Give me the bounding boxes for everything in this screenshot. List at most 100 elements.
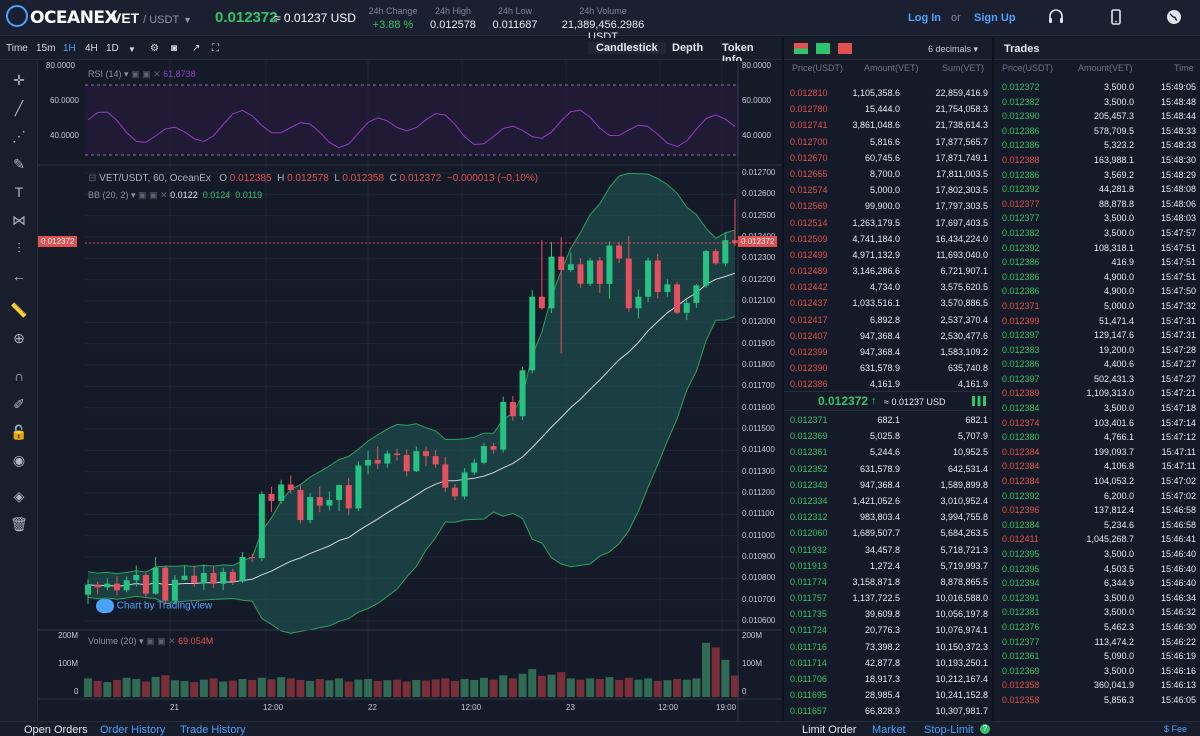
- ask-row[interactable]: 0.012399 947,368.4 1,583,109.2: [784, 344, 992, 360]
- ask-row[interactable]: 0.012437 1,033,516.1 3,570,886.5: [784, 295, 992, 311]
- tab-order-history[interactable]: Order History: [100, 724, 166, 736]
- mobile-icon[interactable]: [1106, 8, 1126, 28]
- ask-row[interactable]: 0.012670 60,745.6 17,871,749.1: [784, 150, 992, 166]
- brand-logo[interactable]: OCEANEX: [6, 5, 118, 29]
- ask-row[interactable]: 0.012417 6,892.8 2,537,370.4: [784, 312, 992, 328]
- price: 0.011932: [790, 544, 827, 555]
- tab-open-orders[interactable]: Open Orders: [24, 724, 88, 736]
- book-bids-icon[interactable]: [816, 43, 830, 54]
- lock-icon[interactable]: 🔓: [10, 424, 28, 440]
- gear-icon[interactable]: ⚙: [150, 43, 159, 54]
- bid-row[interactable]: 0.011932 34,457.8 5,718,721.3: [784, 542, 992, 558]
- ask-row[interactable]: 0.012780 15,444.0 21,754,058.3: [784, 101, 992, 117]
- pair-selector[interactable]: VET / USDT ▼: [112, 10, 192, 26]
- trend-line-icon[interactable]: ╱: [14, 100, 24, 116]
- ask-row[interactable]: 0.012509 4,741,184.0 16,434,224.0: [784, 231, 992, 247]
- tab-candlestick[interactable]: Candlestick: [588, 42, 666, 54]
- tradingview-watermark[interactable]: Chart by TradingView: [96, 599, 212, 613]
- pattern-icon[interactable]: ⋈: [12, 212, 26, 228]
- trade-price: 0.012381: [1002, 607, 1040, 618]
- bid-row[interactable]: 0.012060 1,689,507.7 5,684,263.5: [784, 525, 992, 541]
- tab-stop-limit[interactable]: Stop-Limit: [924, 724, 974, 736]
- book-both-icon[interactable]: [794, 43, 808, 54]
- bid-row[interactable]: 0.012343 947,368.4 1,589,899.8: [784, 477, 992, 493]
- bid-row[interactable]: 0.011714 42,877.8 10,193,250.1: [784, 655, 992, 671]
- compare-icon[interactable]: ↗: [192, 43, 201, 54]
- time-axis[interactable]: 21 12:00 22 12:00 23 12:00 19:00: [38, 703, 782, 717]
- timeframe-time[interactable]: Time: [6, 43, 28, 54]
- price: 0.012386: [790, 379, 828, 390]
- fee-link[interactable]: $ Fee: [1164, 724, 1187, 734]
- signup-link[interactable]: Sign Up: [974, 12, 1016, 24]
- help-icon[interactable]: ?: [980, 724, 990, 734]
- bid-row[interactable]: 0.011724 20,776.3 10,076,974.1: [784, 622, 992, 638]
- decimals-select[interactable]: 6 decimals ▾: [928, 44, 978, 55]
- tab-limit-order[interactable]: Limit Order: [802, 724, 857, 736]
- candle-body: [683, 302, 690, 313]
- price-chart[interactable]: RSI (14) ▾ ▣ ▣ ✕ 61.8738 ⊟ VET/USDT, 60,…: [38, 61, 782, 721]
- ask-row[interactable]: 0.012442 4,734.0 3,575,620.5: [784, 279, 992, 295]
- fib-icon[interactable]: ⋰: [12, 128, 26, 144]
- tab-trade-history[interactable]: Trade History: [180, 724, 246, 736]
- bid-row[interactable]: 0.012312 983,803.4 3,994,755.8: [784, 509, 992, 525]
- crosshair-icon[interactable]: ✛: [13, 72, 25, 88]
- ask-row[interactable]: 0.012489 3,146,286.6 6,721,907.1: [784, 263, 992, 279]
- bid-row[interactable]: 0.011757 1,137,722.5 10,016,588.0: [784, 590, 992, 606]
- collapse-icon[interactable]: ⊟: [88, 173, 97, 184]
- timeframe-15m[interactable]: 15m: [36, 43, 56, 54]
- timeframe-1d[interactable]: 1D: [106, 43, 119, 54]
- bid-row[interactable]: 0.012371 682.1 682.1: [784, 412, 992, 428]
- headset-icon[interactable]: [1046, 8, 1066, 28]
- magnet-icon[interactable]: ∩: [13, 368, 25, 384]
- book-asks-icon[interactable]: [838, 43, 852, 54]
- ask-row[interactable]: 0.012655 8,700.0 17,811,003.5: [784, 166, 992, 182]
- chevron-down-icon[interactable]: ▾: [139, 636, 144, 646]
- text-icon[interactable]: T: [14, 184, 24, 200]
- bid-row[interactable]: 0.012334 1,421,052.6 3,010,952.4: [784, 493, 992, 509]
- zoom-icon[interactable]: ⊕: [13, 330, 25, 346]
- chevron-down-icon[interactable]: ▾: [131, 190, 136, 200]
- bid-row[interactable]: 0.011913 1,272.4 5,719,993.7: [784, 558, 992, 574]
- bid-row[interactable]: 0.011657 66,828.9 10,307,981.7: [784, 703, 992, 719]
- eye-icon[interactable]: ◉: [12, 452, 26, 468]
- bid-row[interactable]: 0.011774 3,158,871.8 8,878,865.5: [784, 574, 992, 590]
- ask-row[interactable]: 0.012700 5,816.6 17,877,565.7: [784, 134, 992, 150]
- settings-icon[interactable]: ▣ ▣ ✕: [146, 636, 176, 646]
- ask-row[interactable]: 0.012386 4,161.9 4,161.9: [784, 376, 992, 392]
- ask-row[interactable]: 0.012390 631,578.9 635,740.8: [784, 360, 992, 376]
- ask-row[interactable]: 0.012407 947,368.4 2,530,477.6: [784, 328, 992, 344]
- camera-icon[interactable]: ◙: [171, 43, 178, 54]
- ask-row[interactable]: 0.012810 1,105,358.6 22,859,416.9: [784, 85, 992, 101]
- chevron-down-icon[interactable]: ▾: [124, 69, 129, 79]
- timeframe-1h[interactable]: 1H: [63, 43, 76, 54]
- bid-row[interactable]: 0.011716 73,398.2 10,150,372.3: [784, 639, 992, 655]
- ask-row[interactable]: 0.012574 5,000.0 17,802,303.5: [784, 182, 992, 198]
- login-link[interactable]: Log In: [908, 12, 941, 24]
- chevron-down-icon[interactable]: ▼: [128, 45, 136, 54]
- bid-row[interactable]: 0.012361 5,244.6 10,952.5: [784, 444, 992, 460]
- tab-depth[interactable]: Depth: [672, 42, 704, 54]
- lock-drawing-icon[interactable]: ✐: [13, 396, 25, 412]
- settings-icon[interactable]: ▣ ▣ ✕: [131, 69, 161, 79]
- layers-icon[interactable]: ◈: [13, 488, 25, 504]
- bid-row[interactable]: 0.011735 39,609.8 10,056,197.8: [784, 606, 992, 622]
- ask-row[interactable]: 0.012514 1,263,179.5 17,697,403.5: [784, 215, 992, 231]
- globe-icon[interactable]: [1164, 8, 1184, 28]
- ask-row[interactable]: 0.012569 99,900.0 17,797,303.5: [784, 198, 992, 214]
- brush-icon[interactable]: ✎: [13, 156, 25, 172]
- trash-icon[interactable]: 🗑: [10, 516, 28, 532]
- settings-icon[interactable]: ▣ ▣ ✕: [138, 190, 168, 200]
- bid-row[interactable]: 0.011706 18,917.3 10,212,167.4: [784, 671, 992, 687]
- bid-row[interactable]: 0.012352 631,578.9 642,531.4: [784, 461, 992, 477]
- stat-label: 24h Volume: [579, 6, 627, 16]
- fullscreen-icon[interactable]: ⛶: [212, 43, 219, 54]
- tab-market[interactable]: Market: [872, 724, 906, 736]
- ask-row[interactable]: 0.012499 4,971,132.9 11,693,040.0: [784, 247, 992, 263]
- ask-row[interactable]: 0.012741 3,861,048.6 21,738,614.3: [784, 117, 992, 133]
- timeframe-4h[interactable]: 4H: [85, 43, 98, 54]
- prediction-icon[interactable]: ⫶: [17, 240, 21, 256]
- back-arrow-icon[interactable]: ←: [12, 268, 26, 284]
- ruler-icon[interactable]: 📏: [10, 302, 28, 318]
- bid-row[interactable]: 0.012369 5,025.8 5,707.9: [784, 428, 992, 444]
- bid-row[interactable]: 0.011695 28,985.4 10,241,152.8: [784, 687, 992, 703]
